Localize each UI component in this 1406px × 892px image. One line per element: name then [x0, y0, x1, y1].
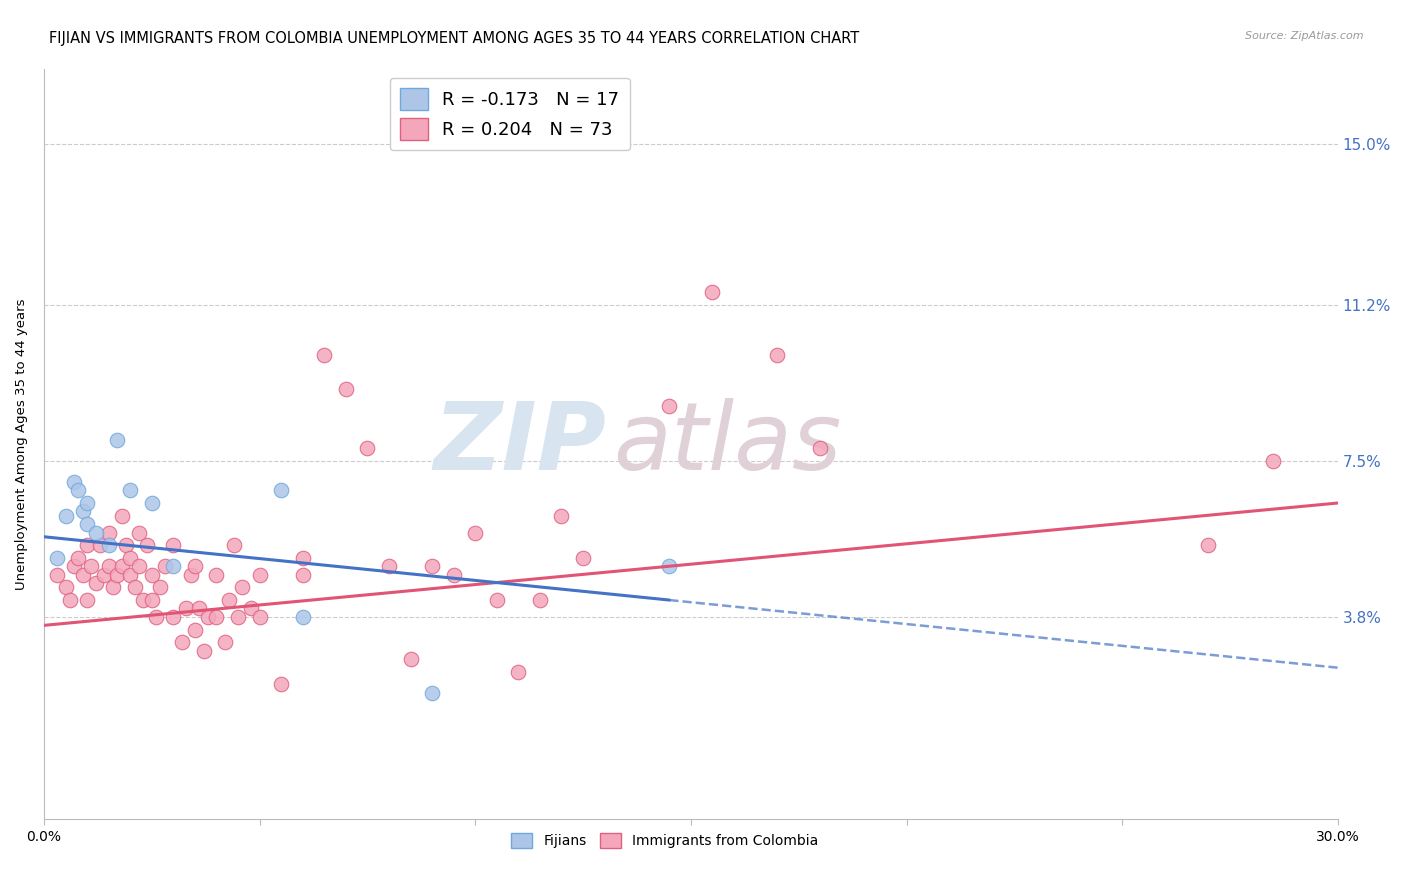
Point — [76, 517, 98, 532]
Point — [67, 483, 90, 498]
Point — [218, 593, 240, 607]
Point — [702, 285, 724, 299]
Point — [162, 538, 184, 552]
Text: atlas: atlas — [613, 399, 841, 490]
Point — [45, 567, 67, 582]
Point — [72, 567, 94, 582]
Point — [63, 475, 86, 489]
Point — [76, 593, 98, 607]
Point — [335, 382, 357, 396]
Point — [110, 559, 132, 574]
Point — [97, 525, 120, 540]
Point — [124, 581, 146, 595]
Point — [399, 652, 422, 666]
Point — [378, 559, 401, 574]
Point — [270, 677, 292, 691]
Text: FIJIAN VS IMMIGRANTS FROM COLOMBIA UNEMPLOYMENT AMONG AGES 35 TO 44 YEARS CORREL: FIJIAN VS IMMIGRANTS FROM COLOMBIA UNEMP… — [49, 31, 859, 46]
Point — [193, 643, 215, 657]
Point — [93, 567, 115, 582]
Point — [214, 635, 236, 649]
Point — [101, 581, 124, 595]
Point — [226, 610, 249, 624]
Point — [180, 567, 202, 582]
Text: ZIP: ZIP — [434, 398, 607, 490]
Point — [420, 559, 443, 574]
Point — [149, 581, 172, 595]
Point — [420, 686, 443, 700]
Point — [356, 441, 378, 455]
Point — [1261, 454, 1284, 468]
Point — [197, 610, 219, 624]
Point — [72, 504, 94, 518]
Point — [170, 635, 193, 649]
Point — [132, 593, 155, 607]
Point — [128, 559, 150, 574]
Point — [120, 483, 142, 498]
Point — [529, 593, 551, 607]
Point — [105, 567, 128, 582]
Point — [55, 581, 77, 595]
Point — [572, 550, 595, 565]
Point — [249, 567, 271, 582]
Point — [314, 348, 336, 362]
Point — [184, 559, 207, 574]
Point — [97, 559, 120, 574]
Point — [136, 538, 159, 552]
Point — [76, 538, 98, 552]
Point — [222, 538, 245, 552]
Point — [550, 508, 572, 523]
Point — [63, 559, 86, 574]
Point — [240, 601, 263, 615]
Point — [184, 623, 207, 637]
Point — [84, 576, 107, 591]
Point — [110, 508, 132, 523]
Point — [291, 567, 314, 582]
Point — [120, 567, 142, 582]
Point — [145, 610, 167, 624]
Point — [141, 593, 163, 607]
Point — [105, 433, 128, 447]
Point — [231, 581, 253, 595]
Point — [658, 399, 681, 413]
Point — [249, 610, 271, 624]
Point — [162, 610, 184, 624]
Point — [59, 593, 82, 607]
Point — [270, 483, 292, 498]
Point — [808, 441, 831, 455]
Point — [128, 525, 150, 540]
Point — [67, 550, 90, 565]
Point — [76, 496, 98, 510]
Point — [658, 559, 681, 574]
Point — [205, 567, 228, 582]
Point — [766, 348, 789, 362]
Point — [89, 538, 111, 552]
Point — [188, 601, 211, 615]
Point — [141, 567, 163, 582]
Point — [141, 496, 163, 510]
Point — [84, 525, 107, 540]
Point — [55, 508, 77, 523]
Point — [174, 601, 197, 615]
Point — [291, 610, 314, 624]
Legend: Fijians, Immigrants from Colombia: Fijians, Immigrants from Colombia — [506, 828, 824, 854]
Point — [205, 610, 228, 624]
Point — [115, 538, 138, 552]
Point — [80, 559, 103, 574]
Point — [45, 550, 67, 565]
Point — [153, 559, 176, 574]
Point — [485, 593, 508, 607]
Y-axis label: Unemployment Among Ages 35 to 44 years: Unemployment Among Ages 35 to 44 years — [15, 298, 28, 590]
Point — [443, 567, 465, 582]
Text: Source: ZipAtlas.com: Source: ZipAtlas.com — [1246, 31, 1364, 41]
Point — [162, 559, 184, 574]
Point — [508, 665, 530, 679]
Point — [291, 550, 314, 565]
Point — [97, 538, 120, 552]
Point — [1197, 538, 1219, 552]
Point — [464, 525, 486, 540]
Point — [120, 550, 142, 565]
